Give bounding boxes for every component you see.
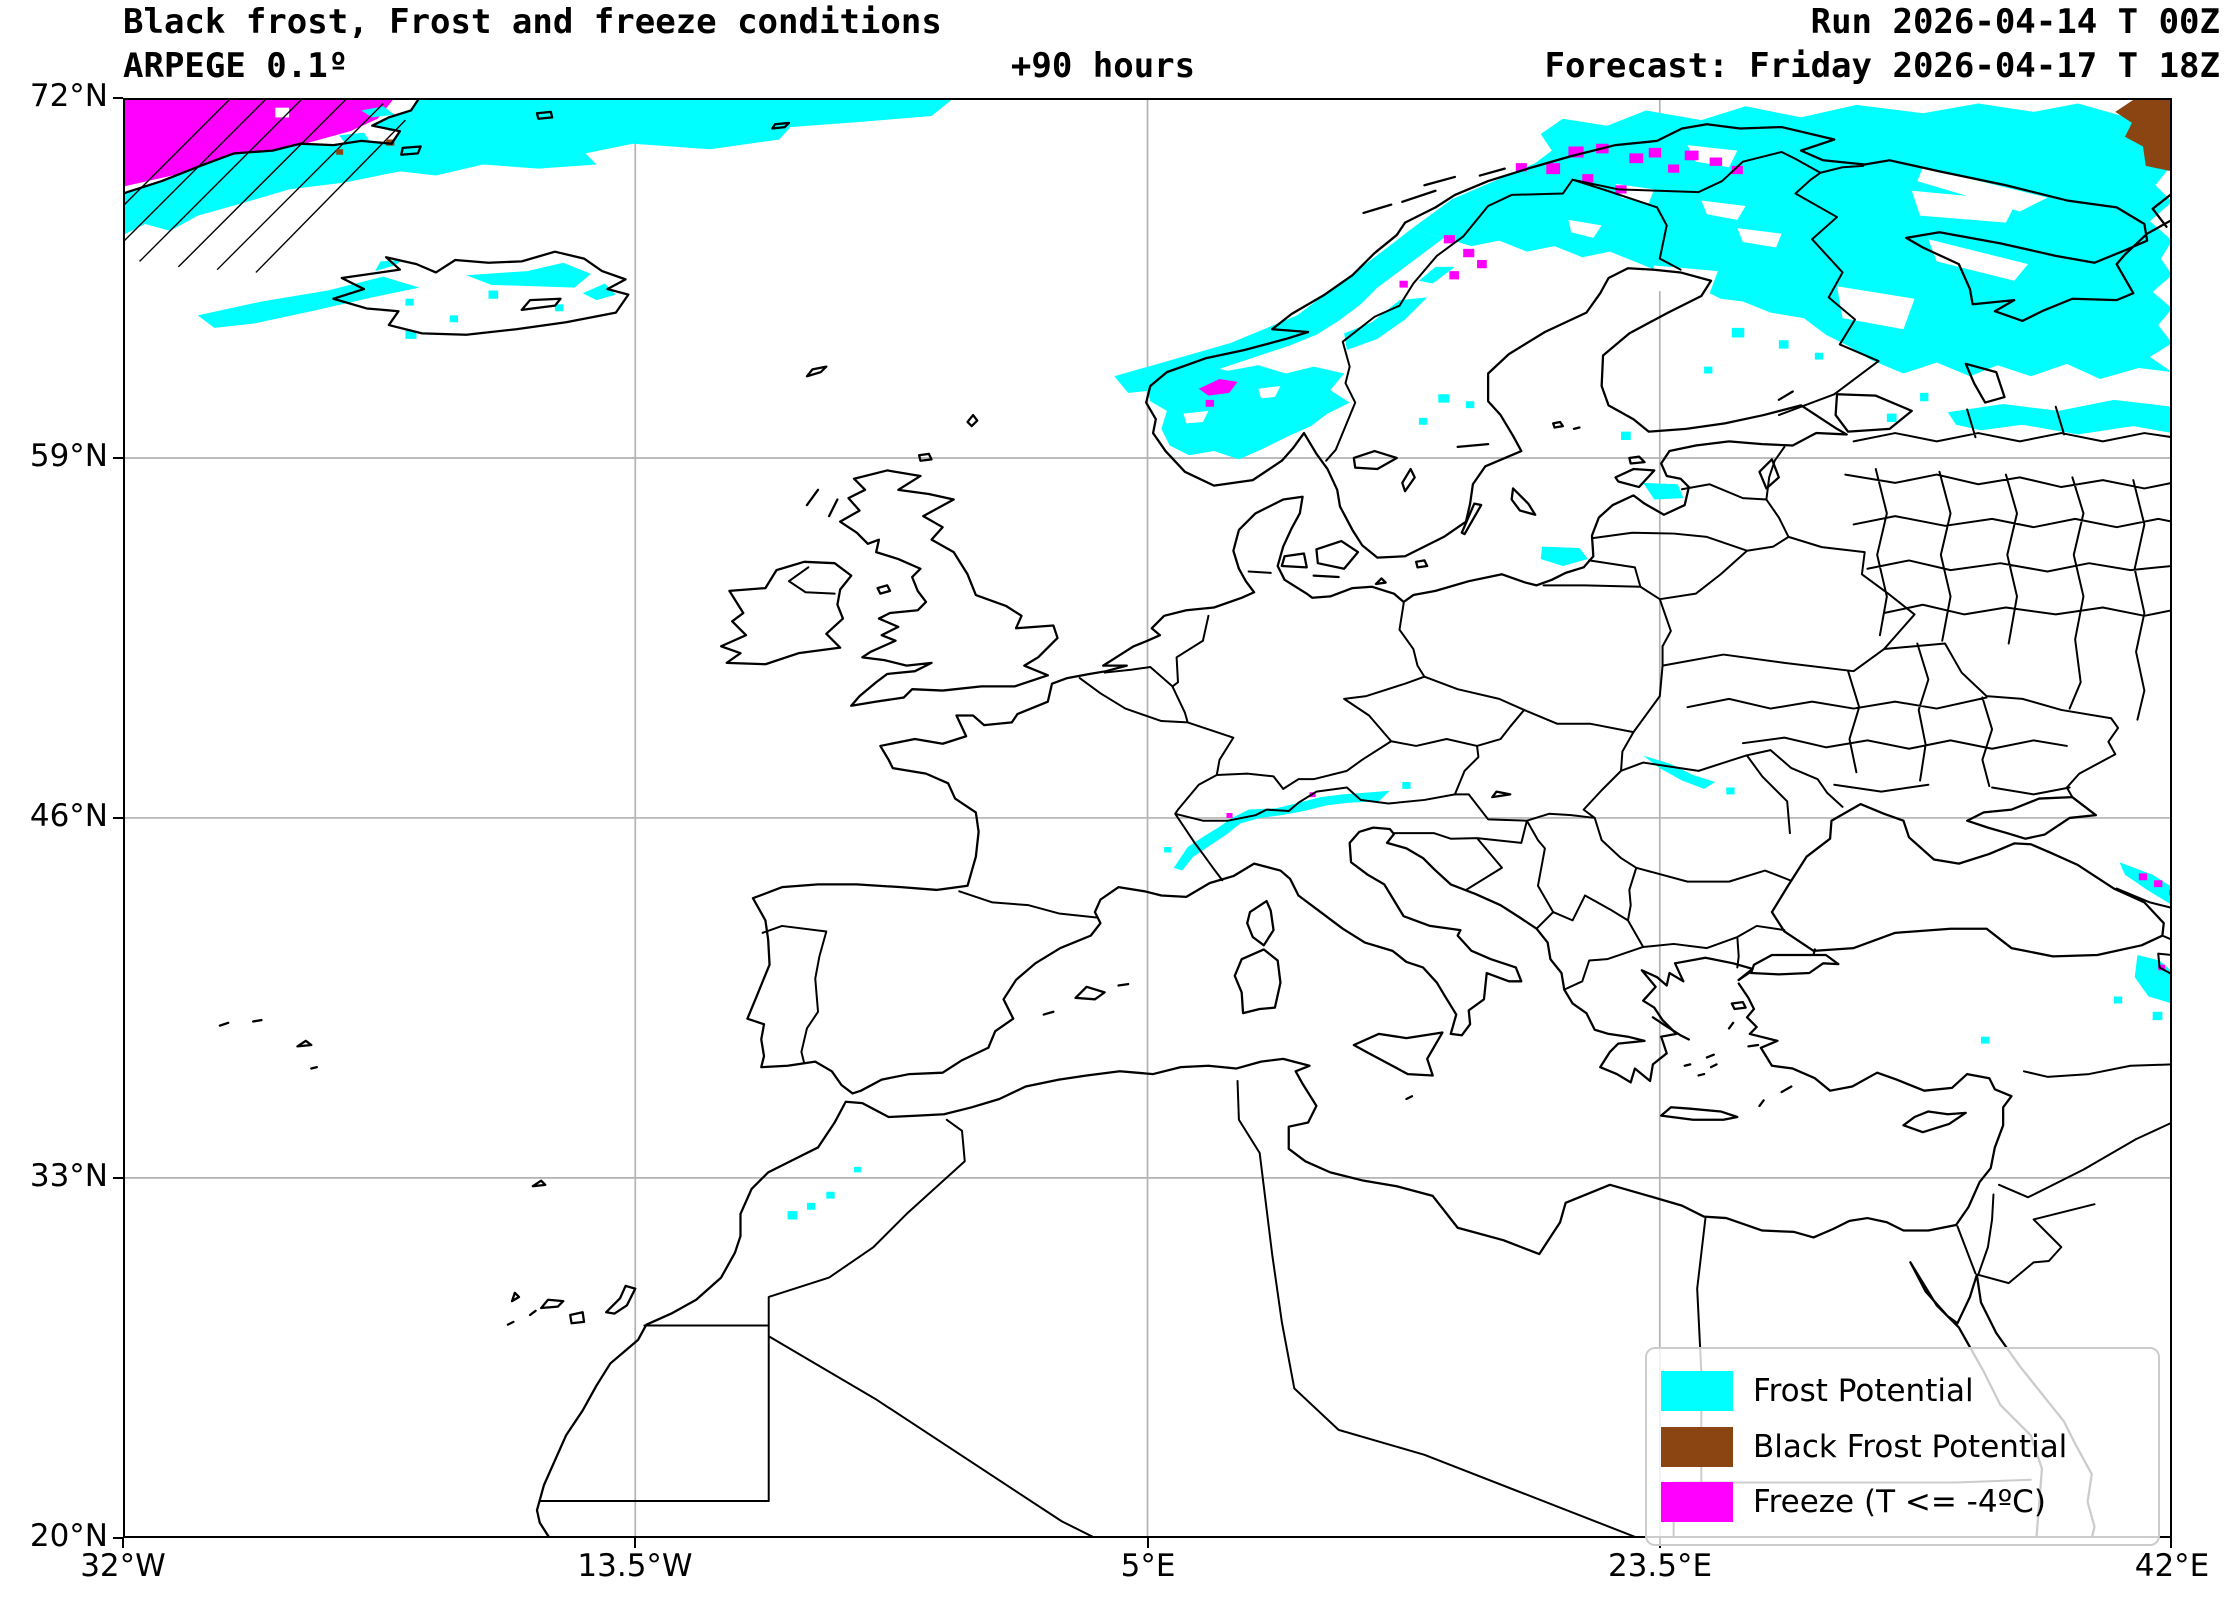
y-tick-label: 59°N [29, 438, 108, 474]
anatolia-africa-coast [535, 982, 2013, 1538]
x-tick-label: 13.5°W [577, 1548, 693, 1584]
x-tick-label: 42°E [2134, 1548, 2210, 1584]
y-tickmark [113, 457, 123, 459]
frost-atlas [787, 1166, 861, 1220]
x-tickmark [2170, 1538, 2172, 1548]
frost-norway-coast-band [1114, 229, 1444, 393]
legend-label: Black Frost Potential [1753, 1428, 2068, 1465]
black-frost-swatch [1661, 1426, 1733, 1467]
russia-oblast-borders [1686, 405, 2172, 796]
model-label: ARPEGE 0.1º [123, 46, 349, 86]
freeze-swatch [1661, 1482, 1733, 1523]
y-tick-label: 46°N [29, 798, 108, 834]
lakes [1352, 362, 2006, 799]
y-tick-label: 20°N [29, 1518, 108, 1554]
frost-lithuania-coast [1540, 546, 1588, 566]
frost-swatch [1661, 1370, 1733, 1411]
legend: Frost Potential Black Frost Potential Fr… [1645, 1347, 2160, 1546]
black-frost-northeast [2115, 98, 2172, 172]
y-tickmark [113, 1537, 123, 1539]
legend-label: Freeze (T <= -4ºC) [1753, 1484, 2046, 1521]
black-sea-coast [1770, 802, 2165, 958]
frost-estonia [1621, 431, 1684, 500]
x-tick-label: 32°W [80, 1548, 166, 1584]
run-timestamp: Run 2026-04-14 T 00Z [1810, 2, 2220, 42]
y-tickmark [113, 1177, 123, 1179]
freeze-jotunheimen [1198, 379, 1238, 407]
azov-sea-coast [1966, 796, 2098, 840]
canary-islands [218, 1018, 637, 1326]
europe-frost-map [123, 98, 2172, 1538]
black-frost-layer [336, 98, 2172, 172]
iceland-coast [332, 250, 630, 336]
forecast-timestamp: Forecast: Friday 2026-04-17 T 18Z [1544, 46, 2220, 86]
page-title: Black frost, Frost and freeze conditions [123, 2, 942, 42]
ireland-coast [719, 560, 853, 666]
frost-alps [1173, 790, 1390, 871]
x-tickmark [122, 1538, 124, 1548]
x-tickmark [634, 1538, 636, 1548]
britain-coast [839, 469, 1059, 707]
gridline-layer [123, 98, 2172, 1538]
y-tick-label: 72°N [29, 78, 108, 114]
mainland-coast [746, 123, 2172, 1095]
map-canvas [123, 98, 2172, 1538]
frost-carpathians [1643, 755, 1735, 795]
y-tick-label: 33°N [29, 1158, 108, 1194]
legend-label: Frost Potential [1753, 1372, 1974, 1409]
x-tick-label: 23.5°E [1607, 1548, 1713, 1584]
frost-greenland-sea-streak [197, 276, 420, 328]
frost-east-turkey [2113, 955, 2172, 1021]
x-tickmark [1147, 1538, 1149, 1548]
frost-iceland [374, 259, 616, 312]
greenland-coast [123, 98, 421, 195]
marmara-sea [1737, 948, 1840, 982]
x-tick-label: 5°E [1120, 1548, 1176, 1584]
y-tickmark [113, 97, 123, 99]
border-layer [538, 150, 2172, 1538]
legend-item-frost: Frost Potential [1661, 1370, 2148, 1411]
freeze-hatch-greenland [123, 98, 406, 273]
frost-caucasus [2119, 862, 2172, 906]
lead-time-label: +90 hours [1010, 46, 1196, 86]
coastline-layer [123, 98, 2172, 1538]
y-tickmark [113, 817, 123, 819]
greenland-area [123, 98, 420, 273]
frost-norway-south [1144, 365, 1350, 460]
frost-lapland-russia-mass [1410, 103, 2172, 380]
legend-item-freeze: Freeze (T <= -4ºC) [1661, 1482, 2148, 1523]
legend-item-black-frost: Black Frost Potential [1661, 1426, 2148, 1467]
